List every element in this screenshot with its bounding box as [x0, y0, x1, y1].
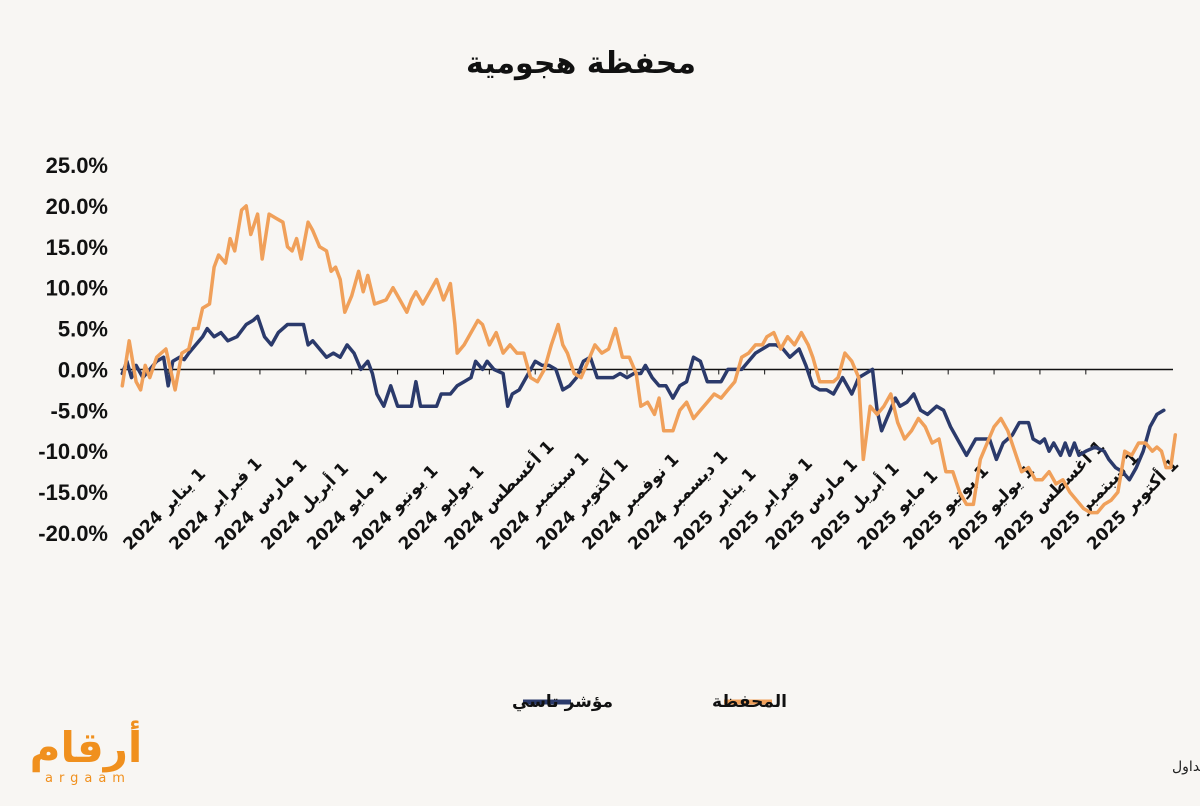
legend: مؤشر تاسي المحفظة [512, 692, 787, 712]
y-tick-label: 10.0% [46, 276, 108, 301]
legend-label-tasi: مؤشر تاسي [512, 692, 613, 712]
y-tick-label: -5.0% [51, 398, 108, 423]
logo-latin: argaam [45, 771, 131, 786]
y-tick-label: -20.0% [38, 521, 108, 546]
y-tick-label: 15.0% [46, 235, 108, 260]
series-layer [120, 204, 1178, 515]
y-tick-label: 25.0% [46, 153, 108, 178]
y-tick-label: 20.0% [46, 194, 108, 219]
y-tick-label: 0.0% [58, 357, 108, 382]
series-line-portfolio [120, 204, 1178, 515]
y-axis: 25.0% 20.0% 15.0% 10.0% 5.0% 0.0% -5.0% -10.0% -… [38, 153, 108, 546]
chart-title: محفظة هجومية [466, 46, 696, 81]
argaam-logo: أرقام argaam [30, 720, 143, 786]
source-note: المصدر: أرقام – الشركات المدرجة - تداول [1172, 757, 1200, 775]
legend-label-portfolio: المحفظة [712, 692, 787, 712]
y-tick-label: -10.0% [38, 439, 108, 464]
logo-arabic: أرقام [30, 720, 143, 773]
y-tick-label: -15.0% [38, 480, 108, 505]
series-line-tasi [120, 314, 1166, 482]
y-tick-label: 5.0% [58, 317, 108, 342]
